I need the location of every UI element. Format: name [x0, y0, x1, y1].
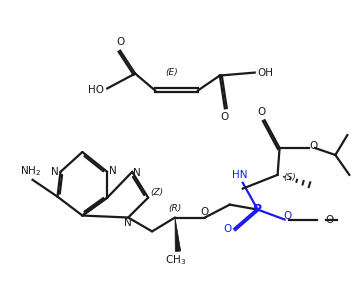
Text: (Z): (Z): [150, 188, 163, 198]
Text: O: O: [309, 141, 317, 151]
Text: (E): (E): [166, 68, 178, 77]
Text: N: N: [109, 166, 116, 176]
Text: HN: HN: [232, 170, 247, 180]
Text: N: N: [133, 168, 141, 178]
Text: O: O: [223, 225, 232, 235]
Text: (R): (R): [168, 205, 182, 213]
Text: OH: OH: [258, 68, 274, 78]
Text: N: N: [51, 167, 59, 177]
Polygon shape: [175, 218, 181, 251]
Text: O: O: [283, 211, 292, 221]
Text: (S): (S): [284, 173, 297, 182]
Text: O: O: [325, 215, 333, 225]
Text: N: N: [124, 218, 132, 228]
Text: O: O: [201, 207, 209, 217]
Text: O: O: [221, 112, 229, 122]
Text: NH$_2$: NH$_2$: [20, 164, 42, 178]
Text: HO: HO: [88, 85, 104, 95]
Text: O: O: [258, 107, 266, 117]
Text: CH$_3$: CH$_3$: [166, 253, 187, 267]
Text: O: O: [116, 37, 124, 47]
Text: P: P: [253, 203, 262, 216]
